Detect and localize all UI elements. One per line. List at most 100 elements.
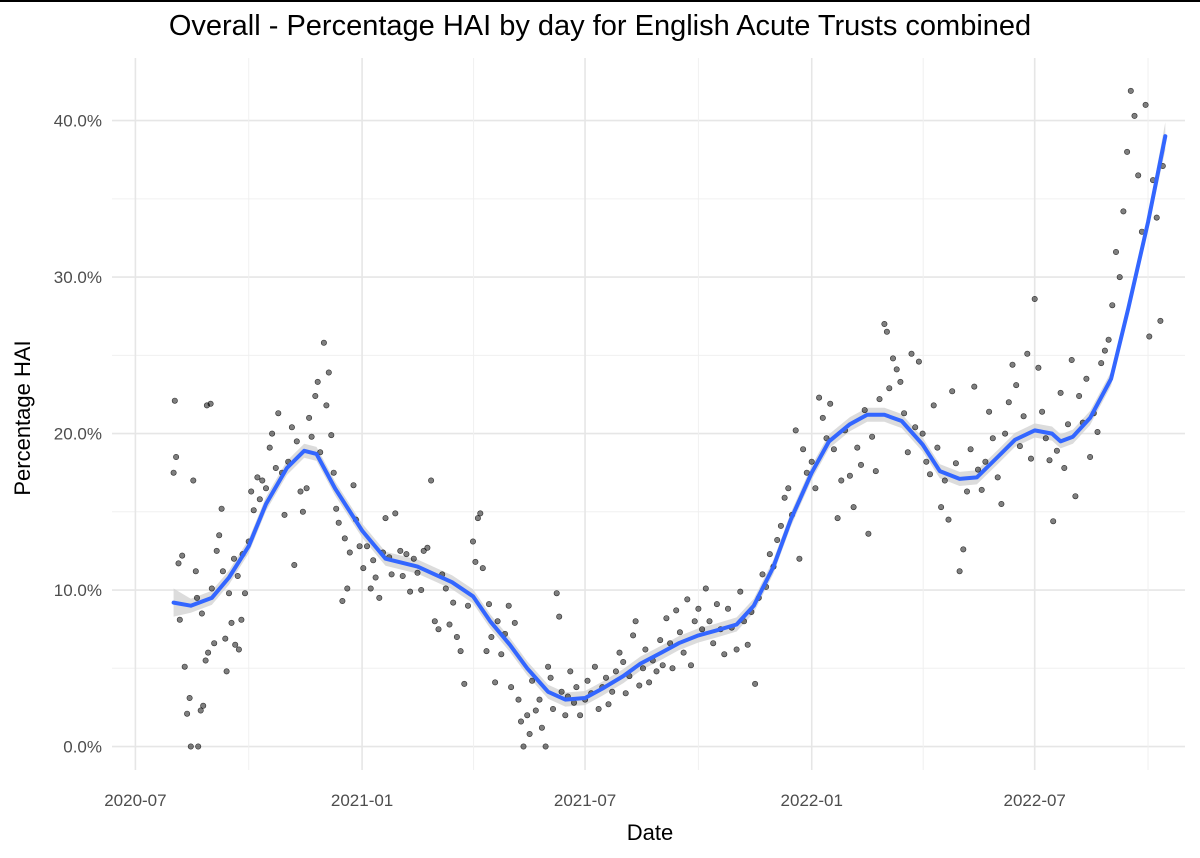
data-point [1113, 249, 1120, 256]
data-point [653, 668, 660, 675]
data-point [881, 320, 888, 327]
data-point [171, 397, 178, 404]
data-point [312, 392, 319, 399]
data-point [492, 679, 499, 686]
data-point [536, 696, 543, 703]
data-point [524, 712, 531, 719]
data-point [216, 532, 223, 539]
data-point [978, 486, 985, 493]
data-point [612, 668, 619, 675]
data-point [850, 504, 857, 511]
data-point [945, 516, 952, 523]
data-point [1024, 350, 1031, 357]
data-point [228, 619, 235, 626]
data-point [474, 515, 481, 522]
x-tick-label: 2020-07 [104, 791, 166, 810]
data-point [584, 677, 591, 684]
data-point [1098, 360, 1105, 367]
data-point [562, 712, 569, 719]
data-point [184, 710, 191, 717]
data-point [266, 444, 273, 451]
data-point [428, 477, 435, 484]
data-point [956, 568, 963, 575]
data-point [442, 585, 449, 592]
data-point [724, 605, 731, 612]
data-point [363, 543, 370, 550]
data-point [498, 651, 505, 658]
data-point [908, 350, 915, 357]
data-point [869, 433, 876, 440]
data-point [796, 555, 803, 562]
data-point [816, 394, 823, 401]
data-point [854, 444, 861, 451]
data-point [469, 538, 476, 545]
data-point [532, 707, 539, 714]
data-point [609, 688, 616, 695]
data-point [262, 485, 269, 492]
data-point [676, 629, 683, 636]
data-point [346, 549, 353, 556]
data-point [485, 601, 492, 608]
data-point [477, 510, 484, 517]
data-point [231, 555, 238, 562]
data-point [1050, 518, 1057, 525]
x-axis-label: Date [627, 820, 673, 845]
data-point [986, 408, 993, 415]
data-point [494, 618, 501, 625]
data-point [823, 435, 830, 442]
data-point [356, 543, 363, 550]
data-point [222, 635, 229, 642]
data-point [702, 585, 709, 592]
data-point [710, 640, 717, 647]
data-point [1105, 336, 1112, 343]
data-point [602, 674, 609, 681]
data-point [194, 594, 201, 601]
data-point [208, 585, 215, 592]
data-point [299, 508, 306, 515]
data-point [1042, 435, 1049, 442]
data-point [175, 560, 182, 567]
data-point [616, 649, 623, 656]
data-point [926, 471, 933, 478]
data-point [308, 433, 315, 440]
data-point [889, 355, 896, 362]
data-point [605, 701, 612, 708]
data-point [819, 414, 826, 421]
smooth-line [171, 134, 1168, 702]
data-point [515, 696, 522, 703]
data-point [272, 464, 279, 471]
data-point [1009, 361, 1016, 368]
data-point [200, 702, 207, 709]
data-point [508, 684, 515, 691]
x-tick-label: 2021-07 [554, 791, 616, 810]
data-point [934, 444, 941, 451]
data-point [517, 718, 524, 725]
data-point [1065, 421, 1072, 428]
data-point [636, 682, 643, 689]
data-point [553, 590, 560, 597]
x-tick-label: 2022-07 [1004, 791, 1066, 810]
data-point [1039, 408, 1046, 415]
data-point [306, 414, 313, 421]
data-point [781, 494, 788, 501]
data-point [483, 648, 490, 655]
y-tick-label: 10.0% [54, 581, 102, 600]
data-point [752, 680, 759, 687]
data-point [549, 705, 556, 712]
data-point [812, 485, 819, 492]
y-tick-label: 30.0% [54, 268, 102, 287]
data-point [223, 668, 230, 675]
data-point [883, 328, 890, 335]
y-axis-label: Percentage HAI [10, 340, 35, 495]
data-point [1094, 428, 1101, 435]
data-point [226, 590, 233, 597]
data-point [547, 674, 554, 681]
data-point [1083, 375, 1090, 382]
data-point [830, 446, 837, 453]
data-point [1131, 112, 1138, 119]
data-point [192, 568, 199, 575]
data-point [238, 616, 245, 623]
top-border [0, 0, 1200, 2]
data-point [1109, 302, 1116, 309]
data-point [1120, 208, 1127, 215]
